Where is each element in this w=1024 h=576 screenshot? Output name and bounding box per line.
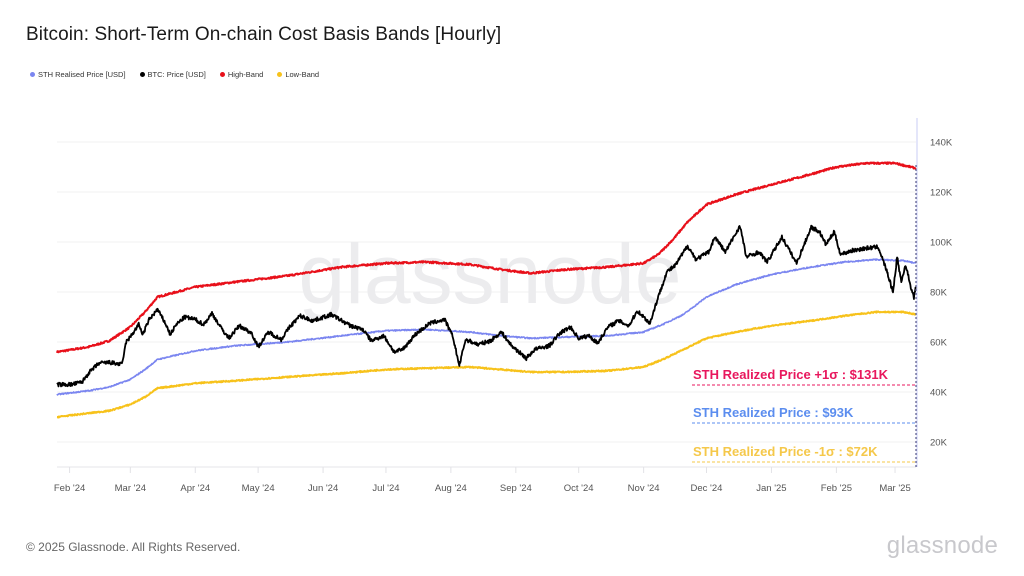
legend-item-high-band[interactable]: High-Band: [219, 70, 264, 79]
watermark-logo: glassnode: [299, 227, 682, 321]
legend-item-sth[interactable]: STH Realised Price [USD]: [30, 70, 126, 79]
legend: STH Realised Price [USD] BTC: Price [USD…: [30, 70, 319, 79]
x-tick-label: Jan '25: [756, 483, 786, 494]
high-band-line: [56, 161, 917, 354]
legend-label-low-band: Low-Band: [285, 70, 320, 79]
legend-item-low-band[interactable]: Low-Band: [277, 70, 319, 79]
legend-dot-high-band: [219, 72, 225, 77]
gridlines: [57, 141, 916, 468]
x-tick-label: Mar '25: [879, 483, 910, 494]
x-tick-label: Jun '24: [308, 483, 338, 494]
x-tick-label: Apr '24: [180, 483, 210, 494]
legend-label-high-band: High-Band: [227, 70, 264, 79]
x-tick-label: Jul '24: [372, 483, 399, 494]
chart-title: Bitcoin: Short-Term On-chain Cost Basis …: [26, 24, 502, 45]
x-axis: Feb '24 Mar '24 Apr '24 May '24 Jun '24 Jul '…: [54, 467, 911, 494]
legend-label-btc: BTC: Price [USD]: [147, 70, 206, 79]
y-tick-label: 120K: [930, 188, 953, 199]
series-lines: [56, 161, 917, 419]
y-tick-label: 80K: [930, 288, 948, 299]
y-tick-label: 40K: [930, 388, 948, 399]
x-tick-label: Feb '25: [821, 483, 852, 494]
legend-item-btc[interactable]: BTC: Price [USD]: [139, 70, 206, 79]
x-tick-label: Mar '24: [115, 483, 146, 494]
legend-dot-sth: [30, 72, 35, 77]
annotations: STH Realized Price +1σ : $131K STH Realiz…: [692, 367, 916, 463]
x-tick-label: May '24: [242, 483, 275, 494]
copyright-text: © 2025 Glassnode. All Rights Reserved.: [26, 540, 241, 554]
x-tick-label: Aug '24: [435, 483, 467, 494]
low-band-line: [56, 310, 917, 419]
footer-logo: glassnode: [886, 532, 998, 559]
legend-label-sth: STH Realised Price [USD]: [38, 70, 126, 79]
y-tick-label: 100K: [930, 238, 953, 249]
x-tick-label: Feb '24: [54, 483, 85, 494]
legend-dot-low-band: [277, 72, 283, 77]
btc-price-line: [56, 224, 917, 388]
annotation-sth-price-label: STH Realized Price : $93K: [693, 405, 854, 420]
sth-realised-price-line: [56, 258, 917, 396]
y-tick-label: 60K: [930, 338, 948, 349]
x-tick-label: Dec '24: [691, 483, 723, 494]
legend-dot-btc: [139, 72, 145, 77]
y-tick-label: 20K: [930, 438, 948, 449]
annotation-high-band-label: STH Realized Price +1σ : $131K: [693, 367, 889, 382]
x-tick-label: Sep '24: [500, 483, 532, 494]
x-tick-label: Oct '24: [564, 483, 594, 494]
y-axis: 20K 40K 60K 80K 100K 120K 140K: [916, 118, 953, 467]
x-tick-label: Nov '24: [628, 483, 660, 494]
annotation-low-band-label: STH Realized Price -1σ : $72K: [693, 444, 878, 459]
y-tick-label: 140K: [930, 138, 953, 149]
